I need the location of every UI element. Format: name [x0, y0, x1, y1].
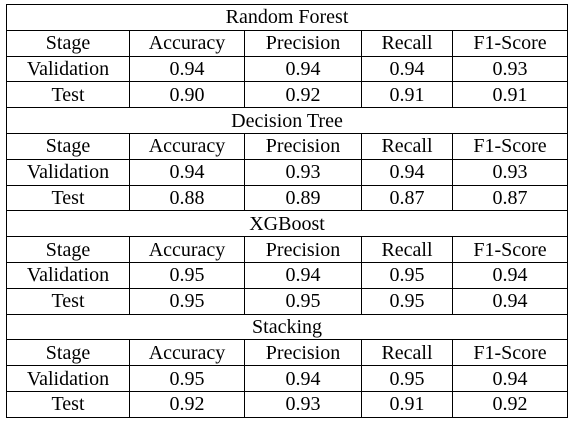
column-header-stage: Stage: [6, 132, 130, 160]
header-row: Stage Accuracy Precision Recall F1-Score: [6, 132, 569, 160]
f1-score-cell: 0.94: [451, 365, 569, 392]
column-header-f1-score: F1-Score: [451, 132, 569, 160]
table-row: Test 0.92 0.93 0.91 0.92: [6, 390, 569, 418]
column-header-stage: Stage: [6, 339, 130, 367]
column-header-stage: Stage: [6, 29, 130, 57]
header-row: Stage Accuracy Precision Recall F1-Score: [6, 29, 569, 57]
precision-cell: 0.92: [244, 81, 362, 109]
accuracy-cell: 0.90: [129, 81, 245, 109]
column-header-recall: Recall: [361, 132, 453, 160]
f1-score-cell: 0.94: [451, 287, 569, 315]
accuracy-cell: 0.95: [129, 287, 245, 315]
model-title: Random Forest: [5, 4, 569, 31]
stage-cell: Test: [6, 184, 130, 212]
column-header-recall: Recall: [361, 29, 453, 57]
f1-score-cell: 0.93: [451, 158, 569, 186]
table-row: Validation 0.95 0.94 0.95 0.94: [6, 261, 569, 289]
f1-score-cell: 0.94: [451, 261, 569, 289]
precision-cell: 0.94: [244, 261, 362, 289]
column-header-accuracy: Accuracy: [129, 29, 245, 57]
recall-cell: 0.95: [361, 261, 453, 289]
f1-score-cell: 0.93: [451, 55, 569, 83]
precision-cell: 0.94: [244, 55, 362, 83]
table-row: Validation 0.95 0.94 0.95 0.94: [6, 365, 569, 392]
column-header-recall: Recall: [361, 236, 453, 263]
recall-cell: 0.91: [361, 390, 453, 418]
model-title-row: Decision Tree: [5, 107, 569, 134]
accuracy-cell: 0.88: [129, 184, 245, 212]
model-title: XGBoost: [5, 210, 569, 238]
stage-cell: Validation: [6, 365, 130, 392]
model-title-row: Random Forest: [5, 4, 569, 31]
stage-cell: Test: [6, 390, 130, 418]
header-row: Stage Accuracy Precision Recall F1-Score: [6, 339, 569, 367]
f1-score-cell: 0.91: [451, 81, 569, 109]
column-header-f1-score: F1-Score: [451, 339, 569, 367]
table-row: Test 0.88 0.89 0.87 0.87: [6, 184, 569, 212]
accuracy-cell: 0.95: [129, 261, 245, 289]
precision-cell: 0.95: [244, 287, 362, 315]
precision-cell: 0.94: [244, 365, 362, 392]
results-table-body: Random Forest Stage Accuracy Precision Recal…: [5, 4, 569, 418]
column-header-accuracy: Accuracy: [129, 339, 245, 367]
table-row: Validation 0.94 0.94 0.94 0.93: [6, 55, 569, 83]
accuracy-cell: 0.94: [129, 158, 245, 186]
stage-cell: Validation: [6, 55, 130, 83]
column-header-stage: Stage: [6, 236, 130, 263]
recall-cell: 0.94: [361, 55, 453, 83]
column-header-f1-score: F1-Score: [451, 29, 569, 57]
column-header-precision: Precision: [244, 132, 362, 160]
model-title-row: Stacking: [5, 313, 569, 341]
column-header-accuracy: Accuracy: [129, 236, 245, 263]
precision-cell: 0.93: [244, 390, 362, 418]
column-header-accuracy: Accuracy: [129, 132, 245, 160]
column-header-f1-score: F1-Score: [451, 236, 569, 263]
accuracy-cell: 0.95: [129, 365, 245, 392]
column-header-precision: Precision: [244, 236, 362, 263]
stage-cell: Test: [6, 287, 130, 315]
table-row: Test 0.90 0.92 0.91 0.91: [6, 81, 569, 109]
model-title: Stacking: [5, 313, 569, 341]
header-row: Stage Accuracy Precision Recall F1-Score: [6, 236, 569, 263]
column-header-precision: Precision: [244, 29, 362, 57]
column-header-precision: Precision: [244, 339, 362, 367]
recall-cell: 0.91: [361, 81, 453, 109]
precision-cell: 0.89: [244, 184, 362, 212]
f1-score-cell: 0.92: [451, 390, 569, 418]
recall-cell: 0.95: [361, 365, 453, 392]
stage-cell: Validation: [6, 158, 130, 186]
recall-cell: 0.94: [361, 158, 453, 186]
results-table: Random Forest Stage Accuracy Precision Recal…: [5, 4, 569, 418]
accuracy-cell: 0.92: [129, 390, 245, 418]
table-row: Test 0.95 0.95 0.95 0.94: [6, 287, 569, 315]
recall-cell: 0.95: [361, 287, 453, 315]
f1-score-cell: 0.87: [451, 184, 569, 212]
recall-cell: 0.87: [361, 184, 453, 212]
precision-cell: 0.93: [244, 158, 362, 186]
accuracy-cell: 0.94: [129, 55, 245, 83]
model-title-row: XGBoost: [5, 210, 569, 238]
table-row: Validation 0.94 0.93 0.94 0.93: [6, 158, 569, 186]
model-title: Decision Tree: [5, 107, 569, 134]
stage-cell: Validation: [6, 261, 130, 289]
column-header-recall: Recall: [361, 339, 453, 367]
stage-cell: Test: [6, 81, 130, 109]
